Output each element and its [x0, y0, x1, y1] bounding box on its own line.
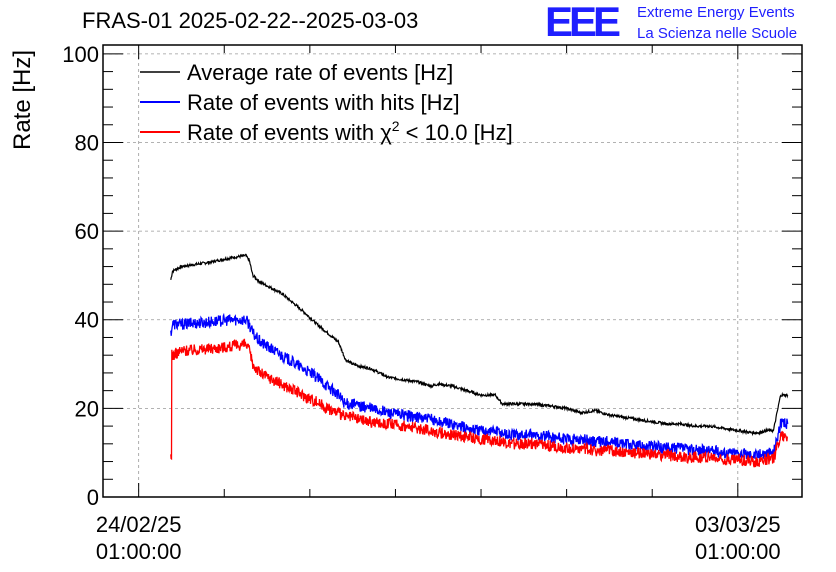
legend-label-average: Average rate of events [Hz] [187, 60, 453, 85]
legend: Average rate of events [Hz] Rate of even… [140, 60, 513, 145]
y-tick-label: 0 [87, 485, 99, 510]
series-line-average [170, 253, 789, 437]
x-tick-label-time: 01:00:00 [96, 539, 182, 564]
series-line-hits [170, 312, 789, 462]
logo-line-2: La Scienza nelle Scuole [637, 25, 798, 42]
eee-logo-mark: EEE [545, 0, 621, 45]
x-tick-label-date: 03/03/25 [695, 512, 781, 537]
plot-frame [102, 44, 803, 498]
x-tick-label-time: 01:00:00 [695, 539, 781, 564]
y-tick-label: 100 [62, 42, 99, 67]
axes-group: 02040608010024/02/2501:00:0003/03/2501:0… [62, 42, 802, 564]
eee-logo: EEE Extreme Energy Events La Scienza nel… [545, 0, 835, 46]
legend-label-hits: Rate of events with hits [Hz] [187, 90, 460, 115]
series-group [170, 253, 789, 468]
series-line-chi2 [170, 338, 788, 468]
y-tick-label: 80 [75, 130, 99, 155]
y-axis-label: Rate [Hz] [9, 50, 36, 150]
y-tick-label: 20 [75, 396, 99, 421]
y-tick-label: 40 [75, 308, 99, 333]
y-tick-label: 60 [75, 219, 99, 244]
x-tick-label-date: 24/02/25 [96, 512, 182, 537]
chart-title: FRAS-01 2025-02-22--2025-03-03 [82, 8, 419, 33]
grid-lines [103, 45, 802, 497]
legend-label-chi2: Rate of events with χ2 < 10.0 [Hz] [187, 118, 513, 145]
logo-line-1: Extreme Energy Events [637, 4, 795, 21]
